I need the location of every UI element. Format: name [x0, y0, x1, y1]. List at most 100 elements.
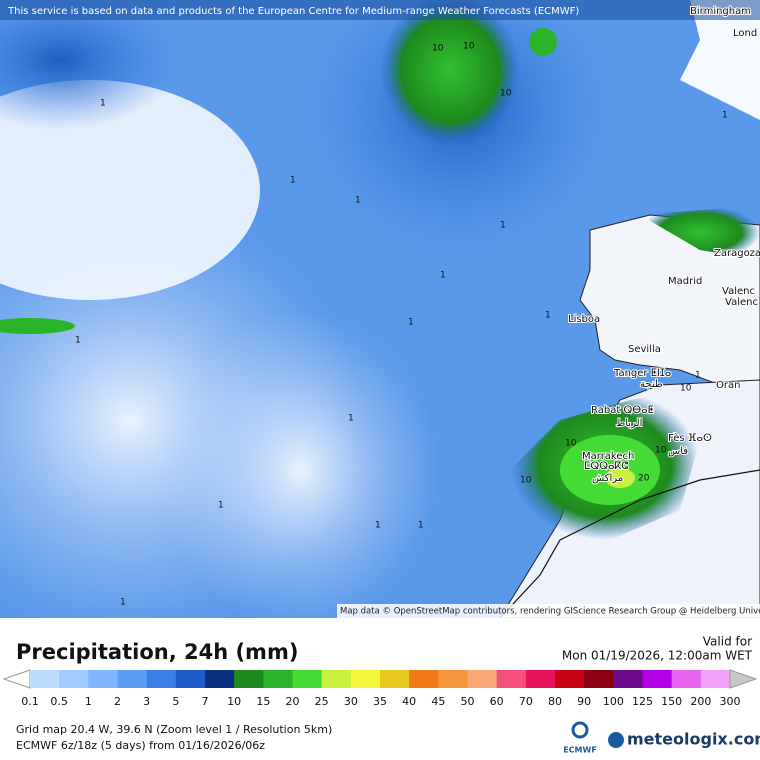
brand[interactable]: meteologix.com — [627, 730, 760, 749]
isoline-label: 1 — [355, 196, 361, 206]
legend-label: 200 — [690, 695, 711, 708]
city-label: طنجة — [640, 379, 663, 390]
isoline-label: 10 — [655, 446, 667, 456]
isoline-label: 10 — [565, 439, 577, 449]
title: Precipitation, 24h (mm) — [16, 640, 298, 664]
legend-swatch — [117, 670, 148, 688]
legend-label: 100 — [603, 695, 624, 708]
isoline-label: 1 — [290, 176, 296, 186]
city-label: Sevilla — [628, 344, 661, 355]
legend-label: 10 — [227, 695, 241, 708]
isoline-label: 10 — [680, 384, 692, 394]
legend-label: 50 — [461, 695, 475, 708]
city-label: Birmingham — [690, 6, 751, 17]
legend-label: 70 — [519, 695, 533, 708]
isoline-label: 1 — [100, 99, 106, 109]
isoline-label: 20 — [638, 474, 650, 484]
isoline-label: 1 — [695, 371, 701, 381]
legend-swatch — [525, 670, 556, 688]
legend-swatch — [59, 670, 89, 688]
heavy-rain — [0, 318, 75, 334]
city-label: Valenc — [725, 297, 758, 308]
legend-label: 3 — [143, 695, 150, 708]
legend-label: 60 — [490, 695, 504, 708]
heavy-rain — [560, 435, 660, 505]
city-label: Lond — [733, 28, 757, 39]
city-label: Tanger ⵟⵏⵊⴰ — [613, 368, 671, 379]
city-label: Lisboa — [568, 314, 600, 325]
legend-swatch — [555, 670, 585, 688]
legend-swatch — [700, 670, 731, 688]
city-label: Oran — [716, 380, 740, 391]
isoline-label: 10 — [432, 44, 444, 54]
legend-label: 15 — [256, 695, 270, 708]
isoline-label: 1 — [375, 521, 381, 531]
legend-arrow-low — [2, 669, 31, 689]
legend-swatch — [175, 670, 206, 688]
isoline-label: 1 — [545, 311, 551, 321]
brand-logo — [608, 732, 624, 748]
legend-label: 7 — [202, 695, 209, 708]
isoline-label: 1 — [348, 414, 354, 424]
legend-swatch — [380, 670, 410, 688]
legend-label: 2 — [114, 695, 121, 708]
isoline-label: 1 — [408, 318, 414, 328]
ecmwf: ECMWF — [563, 746, 597, 755]
city-label: فاس — [668, 446, 688, 457]
legend-swatch — [496, 670, 527, 688]
isoline-label: 1 — [418, 521, 424, 531]
legend-swatch — [321, 670, 352, 688]
legend-swatch — [234, 670, 264, 688]
heavy-rain — [380, 0, 520, 145]
ecmwf-logo — [571, 721, 589, 739]
isoline-label: 10 — [500, 89, 512, 99]
isoline-label: 1 — [218, 501, 224, 511]
legend-label: 0.1 — [21, 695, 39, 708]
valid-label: Valid for — [703, 635, 752, 649]
city-label: Zaragoza — [714, 248, 760, 259]
legend-swatch — [467, 670, 498, 688]
heavy-rain — [529, 28, 557, 56]
land-iberia — [579, 214, 760, 386]
land-uk — [680, 0, 760, 120]
dark-area — [0, 0, 180, 130]
border — [499, 469, 760, 618]
grid-info: Grid map 20.4 W, 39.6 N (Zoom level 1 / … — [16, 723, 332, 736]
heavy-rain — [605, 468, 635, 488]
legend-arrow-high — [729, 669, 758, 689]
legend-swatch — [30, 670, 60, 688]
legend-swatch — [292, 670, 323, 688]
city-label: Marrakech — [582, 451, 634, 462]
notice: This service is based on data and produc… — [7, 6, 579, 17]
legend-swatch — [205, 670, 235, 688]
legend-swatch — [642, 670, 673, 688]
legend-swatch — [146, 670, 177, 688]
attribution-bar — [337, 604, 760, 618]
legend-label: 80 — [548, 695, 562, 708]
city-label: Fès ⴼⴰⵙ — [668, 432, 712, 444]
isoline-label: 1 — [440, 271, 446, 281]
legend-swatch — [88, 670, 118, 688]
city-label: مراكش — [592, 473, 623, 484]
legend-label: 40 — [402, 695, 416, 708]
legend-panel: Precipitation, 24h (mm) Valid for Mon 01… — [2, 635, 760, 755]
city-label: الرباط — [616, 418, 642, 429]
city-label: Valenc — [722, 286, 755, 297]
heavy-rain — [640, 205, 760, 260]
light-area — [160, 310, 440, 618]
legend-label: 35 — [373, 695, 387, 708]
legend-swatch — [584, 670, 614, 688]
notice-bar — [0, 0, 760, 20]
legend-label: 300 — [720, 695, 741, 708]
isoline-label: 1 — [75, 336, 81, 346]
legend-label: 5 — [172, 695, 179, 708]
city-label: ⵎⵕⵕⴰⴽⵛ — [584, 461, 628, 472]
isoline-label: 10 — [463, 42, 475, 52]
legend-label: 30 — [344, 695, 358, 708]
legend-label: 0.5 — [50, 695, 68, 708]
isoline-label: 1 — [722, 111, 728, 121]
legend-label: 25 — [315, 695, 329, 708]
legend-swatch — [438, 670, 468, 688]
city-label: Madrid — [668, 276, 702, 287]
